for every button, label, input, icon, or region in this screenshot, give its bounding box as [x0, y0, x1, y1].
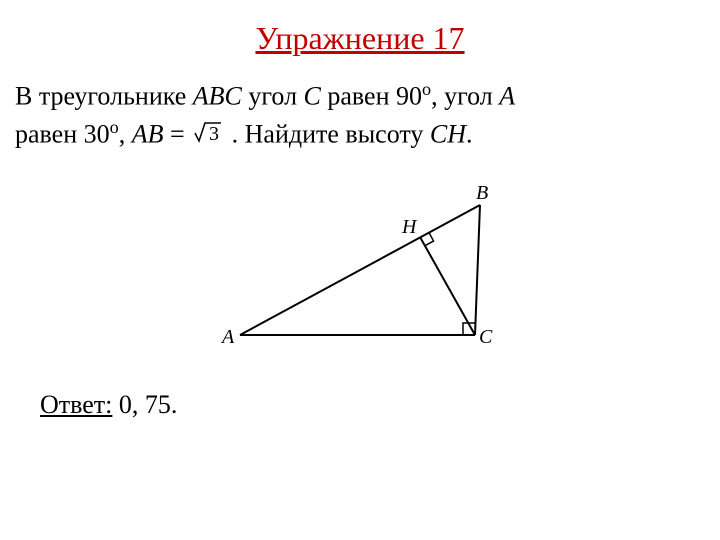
text-part: .: [466, 120, 473, 149]
svg-text:B: B: [476, 185, 488, 204]
exercise-title: Упражнение 17: [10, 20, 710, 57]
svg-text:H: H: [401, 216, 418, 238]
text-part: ,: [119, 120, 132, 149]
angle-c: C: [304, 82, 321, 111]
text-part: равен 30: [15, 120, 110, 149]
degree-symbol: о: [422, 79, 431, 99]
triangle-name: ABC: [193, 82, 242, 111]
text-part: . Найдите высоту: [225, 120, 430, 149]
degree-symbol: о: [110, 117, 119, 137]
answer-line: Ответ: 0, 75.: [10, 390, 710, 420]
ch-label: CH: [430, 120, 466, 149]
text-part: равен 90: [321, 82, 422, 111]
problem-statement: В треугольнике ABC угол C равен 90о, уго…: [10, 77, 710, 155]
triangle-diagram: A B C H: [10, 185, 710, 360]
svg-text:C: C: [479, 326, 493, 348]
text-part: угол: [242, 82, 304, 111]
ab-label: AB: [132, 120, 164, 149]
text-part: В треугольнике: [15, 82, 193, 111]
sqrt-value: 3: [209, 123, 219, 145]
answer-label: Ответ:: [40, 390, 112, 419]
angle-a: A: [499, 82, 515, 111]
sqrt-expression: 3: [193, 119, 223, 155]
answer-value: 0, 75.: [112, 390, 177, 419]
svg-text:A: A: [220, 326, 235, 348]
text-part: =: [163, 120, 191, 149]
text-part: , угол: [431, 82, 499, 111]
